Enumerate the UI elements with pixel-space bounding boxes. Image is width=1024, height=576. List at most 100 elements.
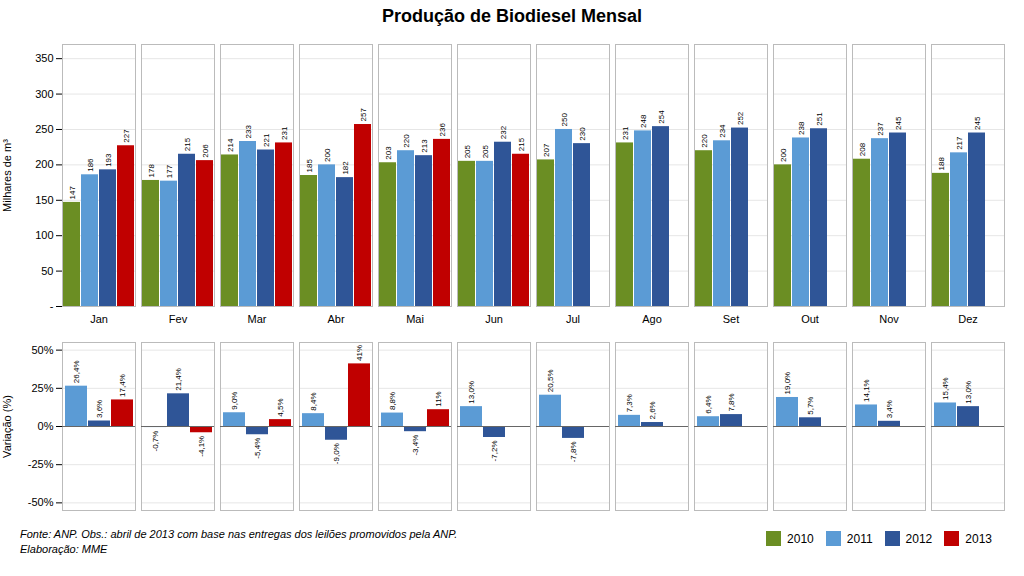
svg-text:Set: Set xyxy=(723,313,740,325)
svg-text:250: 250 xyxy=(560,113,569,127)
svg-text:200: 200 xyxy=(779,148,788,162)
svg-text:257: 257 xyxy=(359,108,368,122)
svg-text:232: 232 xyxy=(499,125,508,139)
svg-text:100: 100 xyxy=(35,229,53,241)
svg-text:250: 250 xyxy=(35,123,53,135)
svg-text:186: 186 xyxy=(86,158,95,172)
svg-text:7,3%: 7,3% xyxy=(625,394,634,412)
svg-text:-0,7%: -0,7% xyxy=(151,431,160,452)
svg-text:215: 215 xyxy=(183,137,192,151)
svg-text:215: 215 xyxy=(517,137,526,151)
svg-text:231: 231 xyxy=(621,126,630,140)
svg-text:Out: Out xyxy=(801,313,819,325)
svg-text:182: 182 xyxy=(341,161,350,175)
svg-text:3,6%: 3,6% xyxy=(95,400,104,418)
svg-text:Jul: Jul xyxy=(566,313,580,325)
svg-text:254: 254 xyxy=(657,110,666,124)
svg-text:-4,1%: -4,1% xyxy=(197,436,206,457)
svg-text:19,0%: 19,0% xyxy=(783,372,792,395)
svg-text:-: - xyxy=(50,300,54,312)
svg-text:26,4%: 26,4% xyxy=(72,360,81,383)
svg-text:Nov: Nov xyxy=(879,313,899,325)
svg-text:227: 227 xyxy=(122,129,131,143)
svg-text:Ago: Ago xyxy=(642,313,662,325)
svg-text:233: 233 xyxy=(244,125,253,139)
svg-text:206: 206 xyxy=(201,144,210,158)
svg-text:234: 234 xyxy=(718,124,727,138)
svg-text:214: 214 xyxy=(226,138,235,152)
svg-text:-7,2%: -7,2% xyxy=(490,440,499,461)
svg-text:0%: 0% xyxy=(38,420,54,432)
svg-text:Variação (%): Variação (%) xyxy=(1,395,13,458)
svg-text:9,0%: 9,0% xyxy=(230,392,239,410)
svg-text:Mar: Mar xyxy=(248,313,267,325)
svg-text:Abr: Abr xyxy=(327,313,344,325)
svg-text:208: 208 xyxy=(858,142,867,156)
svg-text:Jun: Jun xyxy=(485,313,503,325)
svg-text:Mai: Mai xyxy=(406,313,424,325)
svg-text:11%: 11% xyxy=(434,391,443,406)
svg-text:21,4%: 21,4% xyxy=(174,368,183,391)
svg-text:5,7%: 5,7% xyxy=(806,397,815,415)
svg-text:150: 150 xyxy=(35,194,53,206)
svg-text:252: 252 xyxy=(736,111,745,125)
svg-text:3,4%: 3,4% xyxy=(885,400,894,418)
svg-text:245: 245 xyxy=(973,116,982,130)
svg-text:205: 205 xyxy=(481,144,490,158)
svg-text:8,4%: 8,4% xyxy=(309,392,318,410)
svg-text:251: 251 xyxy=(815,112,824,126)
svg-text:248: 248 xyxy=(639,114,648,128)
svg-text:245: 245 xyxy=(894,116,903,130)
svg-text:8,8%: 8,8% xyxy=(388,392,397,410)
svg-text:20,5%: 20,5% xyxy=(546,370,555,393)
svg-text:230: 230 xyxy=(578,127,587,141)
svg-text:-25%: -25% xyxy=(28,458,54,470)
svg-text:-9,0%: -9,0% xyxy=(332,443,341,464)
svg-text:185: 185 xyxy=(305,159,314,173)
svg-text:Fev: Fev xyxy=(169,313,188,325)
svg-text:Milhares de m³: Milhares de m³ xyxy=(1,139,13,212)
svg-text:200: 200 xyxy=(323,148,332,162)
svg-text:177: 177 xyxy=(165,164,174,178)
svg-text:147: 147 xyxy=(68,186,77,200)
html-text:2010: 2010 xyxy=(787,531,814,546)
svg-text:41%: 41% xyxy=(355,345,364,361)
svg-text:231: 231 xyxy=(280,126,289,140)
svg-text:Dez: Dez xyxy=(958,313,978,325)
svg-text:2,6%: 2,6% xyxy=(648,401,657,419)
svg-text:15,4%: 15,4% xyxy=(941,377,950,400)
svg-text:-3,4%: -3,4% xyxy=(411,435,420,456)
svg-text:203: 203 xyxy=(384,146,393,160)
svg-text:188: 188 xyxy=(937,156,946,170)
svg-text:13,0%: 13,0% xyxy=(467,381,476,404)
svg-text:205: 205 xyxy=(463,144,472,158)
svg-text:-7,8%: -7,8% xyxy=(569,441,578,462)
svg-text:50%: 50% xyxy=(31,344,53,356)
svg-text:300: 300 xyxy=(35,88,53,100)
svg-text:221: 221 xyxy=(262,133,271,147)
svg-text:350: 350 xyxy=(35,52,53,64)
svg-text:13,0%: 13,0% xyxy=(964,381,973,404)
svg-text:-5,4%: -5,4% xyxy=(253,438,262,459)
svg-text:Jan: Jan xyxy=(90,313,108,325)
svg-text:238: 238 xyxy=(797,121,806,135)
svg-text:213: 213 xyxy=(420,139,429,153)
svg-text:237: 237 xyxy=(876,122,885,136)
svg-text:207: 207 xyxy=(542,143,551,157)
svg-text:200: 200 xyxy=(35,158,53,170)
svg-text:217: 217 xyxy=(955,136,964,150)
svg-text:236: 236 xyxy=(438,122,447,136)
svg-text:7,8%: 7,8% xyxy=(727,393,736,411)
html-text:Produção de Biodiesel Mensal: Produção de Biodiesel Mensal xyxy=(382,6,642,26)
svg-text:4,5%: 4,5% xyxy=(276,398,285,416)
svg-text:178: 178 xyxy=(147,164,156,178)
svg-text:6,4%: 6,4% xyxy=(704,395,713,413)
svg-text:193: 193 xyxy=(104,153,113,167)
svg-text:14,1%: 14,1% xyxy=(862,379,871,402)
svg-text:25%: 25% xyxy=(31,382,53,394)
svg-text:220: 220 xyxy=(402,134,411,148)
svg-text:-50%: -50% xyxy=(28,496,54,508)
svg-text:220: 220 xyxy=(700,134,709,148)
svg-text:17,4%: 17,4% xyxy=(118,374,127,397)
svg-text:50: 50 xyxy=(41,265,53,277)
